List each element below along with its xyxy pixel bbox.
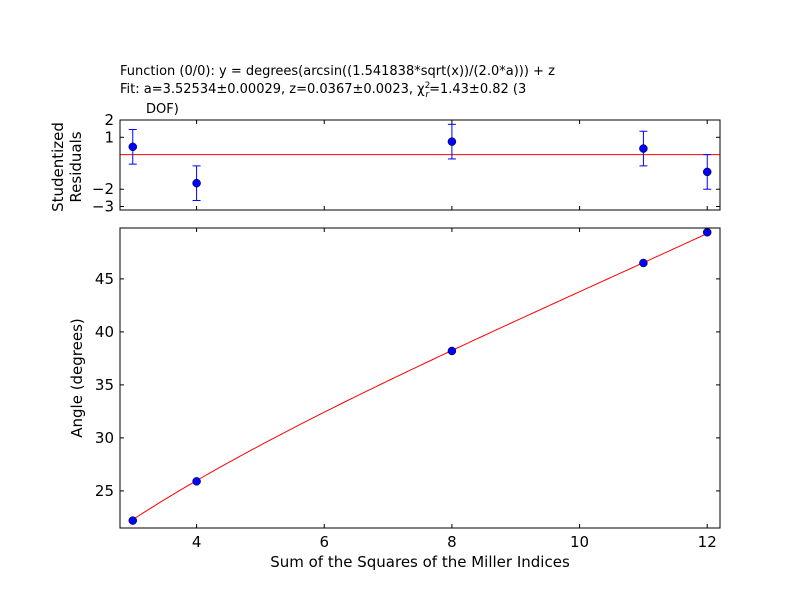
- residuals-ytick-label: 2: [104, 111, 114, 129]
- residual-point: [639, 144, 648, 153]
- residual-point: [447, 137, 457, 146]
- residuals-ylabel-line1: Studentized: [49, 122, 67, 212]
- main-xtick-label: 4: [192, 533, 202, 551]
- residuals-ytick-label: −2: [92, 180, 114, 198]
- main-ytick-label: 45: [95, 270, 114, 288]
- main-ytick-label: 35: [95, 376, 114, 394]
- residuals-ylabel-line2: Residuals: [67, 131, 85, 202]
- chi-value-text: =1.43±0.82 (3: [429, 82, 526, 97]
- residuals-ticks: 21 −2−3: [92, 111, 720, 216]
- data-point: [192, 477, 201, 486]
- main-panel: 4 6 8 10 12 25 30 35 40 45 Sum of the Squares of …: [68, 227, 721, 571]
- residuals-ytick-label: −3: [92, 198, 114, 216]
- residual-point: [702, 167, 712, 177]
- function-text: Function (0/0): y = degrees(arcsin((1.54…: [120, 64, 555, 79]
- chi-subscript: r: [425, 90, 430, 100]
- data-point: [447, 346, 457, 356]
- data-point: [128, 516, 138, 525]
- chi-superscript: 2: [425, 81, 431, 91]
- main-xtick-label: 6: [319, 533, 329, 551]
- data-point: [639, 258, 648, 268]
- fit-curve: [132, 233, 708, 520]
- main-xlabel: Sum of the Squares of the Miller Indices: [270, 553, 570, 571]
- main-ytick-label: 25: [95, 482, 114, 500]
- residuals-plot-content: [120, 123, 720, 201]
- main-axes-frame: [119, 227, 721, 529]
- fit-params-text: Fit: a=3.52534±0.00029, z=0.0367±0.0023,…: [120, 82, 425, 97]
- main-xtick-label: 10: [570, 533, 589, 551]
- residuals-axes-frame: [119, 119, 721, 211]
- residuals-ytick-label: 1: [104, 128, 114, 146]
- residual-point: [128, 142, 138, 152]
- dof-text: DOF): [146, 102, 179, 117]
- fit-header: Function (0/0): y = degrees(arcsin((1.54…: [120, 64, 555, 117]
- residuals-panel: 21 −2−3 Studentized Residuals: [49, 111, 721, 216]
- main-xtick-label: 8: [447, 533, 457, 551]
- main-ytick-label: 30: [95, 429, 114, 447]
- fit-text: Fit: a=3.52534±0.00029, z=0.0367±0.0023,…: [120, 81, 526, 100]
- main-ytick-label: 40: [95, 323, 114, 341]
- main-ticks: 4 6 8 10 12 25 30 35 40 45: [95, 228, 720, 551]
- main-xtick-label: 12: [698, 533, 717, 551]
- main-ylabel: Angle (degrees): [68, 318, 86, 438]
- residual-point: [192, 178, 201, 188]
